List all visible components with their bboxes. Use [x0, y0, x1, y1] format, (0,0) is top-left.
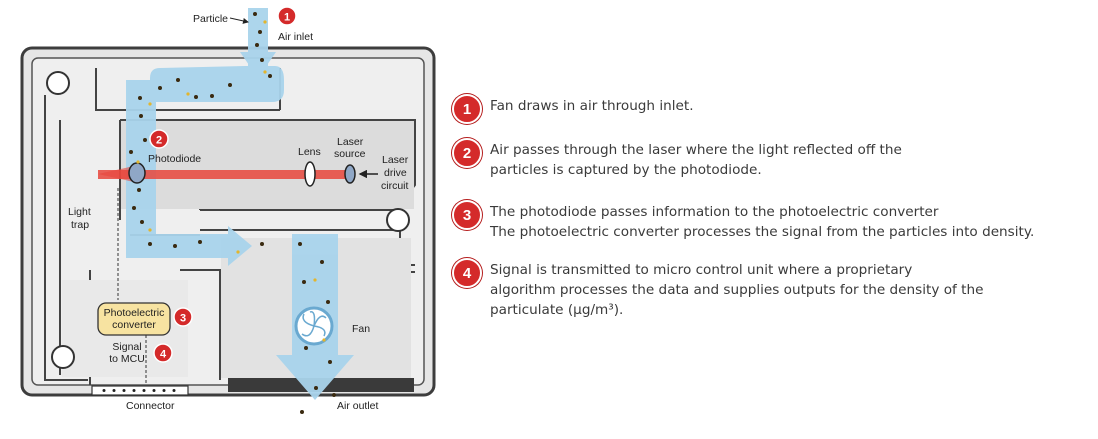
diagram-badge-2: 2 — [149, 129, 169, 149]
step-1-badge: 1 — [452, 94, 482, 124]
step-3-line-2: The photoelectric converter processes th… — [490, 224, 1035, 240]
signal-lines — [117, 188, 147, 384]
label-connector: Connector — [126, 400, 175, 412]
step-3: 3 The photodiode passes information to t… — [452, 200, 1034, 242]
step-3-text: The photodiode passes information to the… — [490, 202, 1034, 242]
sensor-diagram: 1 2 3 4 Particle Air inlet Photodiode Le… — [20, 6, 436, 414]
step-1: 1 Fan draws in air through inlet. — [452, 94, 694, 124]
step-4: 4 Signal is transmitted to micro control… — [452, 258, 983, 320]
lens-icon — [304, 161, 316, 187]
fan-blades — [301, 311, 327, 337]
label-laser-drive-2: drive — [384, 167, 407, 179]
laser-source-icon — [344, 164, 356, 184]
diagram-badge-1-text: 1 — [284, 12, 290, 24]
step-2-line-2: particles is captured by the photodiode. — [490, 162, 762, 178]
step-4-line-2: algorithm processes the data and supplie… — [490, 282, 984, 298]
diagram-badge-1: 1 — [277, 6, 297, 26]
step-3-line-1: The photodiode passes information to the… — [490, 204, 939, 220]
label-laser-drive-3: circuit — [381, 180, 409, 192]
label-photoelectric-1: Photoelectric — [104, 307, 165, 319]
diagram-badge-3-text: 3 — [180, 313, 186, 325]
step-1-text: Fan draws in air through inlet. — [490, 96, 694, 116]
photoelectric-converter — [97, 302, 171, 336]
particle-pointer — [229, 17, 249, 24]
label-fan: Fan — [352, 323, 370, 335]
label-photoelectric-2: converter — [112, 319, 156, 331]
step-3-badge: 3 — [452, 200, 482, 230]
label-signal-2: to MCU — [109, 353, 145, 365]
photodiode-icon — [128, 162, 146, 184]
connector — [91, 385, 189, 396]
step-2-text: Air passes through the laser where the l… — [490, 140, 902, 180]
label-lens: Lens — [298, 146, 321, 158]
laser-cone — [98, 166, 134, 182]
step-1-line-1: Fan draws in air through inlet. — [490, 98, 694, 114]
label-light-trap-1: Light — [68, 206, 91, 218]
diagram-badge-3: 3 — [173, 307, 193, 327]
connector-pins — [102, 389, 176, 392]
label-laser-source-2: source — [334, 148, 366, 160]
diagram-badge-4: 4 — [153, 343, 173, 363]
step-4-line-3: particulate (µg/m³). — [490, 302, 624, 318]
step-4-badge: 4 — [452, 258, 482, 288]
laser-beam — [98, 170, 354, 179]
label-laser-source-1: Laser — [337, 136, 364, 148]
particles — [129, 12, 336, 414]
step-2-line-1: Air passes through the laser where the l… — [490, 142, 902, 158]
mounting-holes — [46, 71, 410, 369]
label-particle: Particle — [193, 13, 228, 25]
label-signal-1: Signal — [112, 341, 141, 353]
label-laser-drive-1: Laser — [382, 154, 409, 166]
particles-bright — [136, 20, 326, 342]
optics-chamber — [121, 121, 414, 209]
label-air-outlet: Air outlet — [337, 400, 379, 412]
label-photodiode: Photodiode — [148, 153, 201, 165]
step-2-badge: 2 — [452, 138, 482, 168]
step-2: 2 Air passes through the laser where the… — [452, 138, 902, 180]
diagram-badge-4-text: 4 — [160, 349, 167, 361]
step-4-text: Signal is transmitted to micro control u… — [490, 260, 983, 320]
diagram-badge-2-text: 2 — [156, 135, 162, 147]
step-4-line-1: Signal is transmitted to micro control u… — [490, 262, 913, 278]
label-air-inlet: Air inlet — [278, 31, 313, 43]
label-light-trap-2: trap — [71, 219, 89, 231]
